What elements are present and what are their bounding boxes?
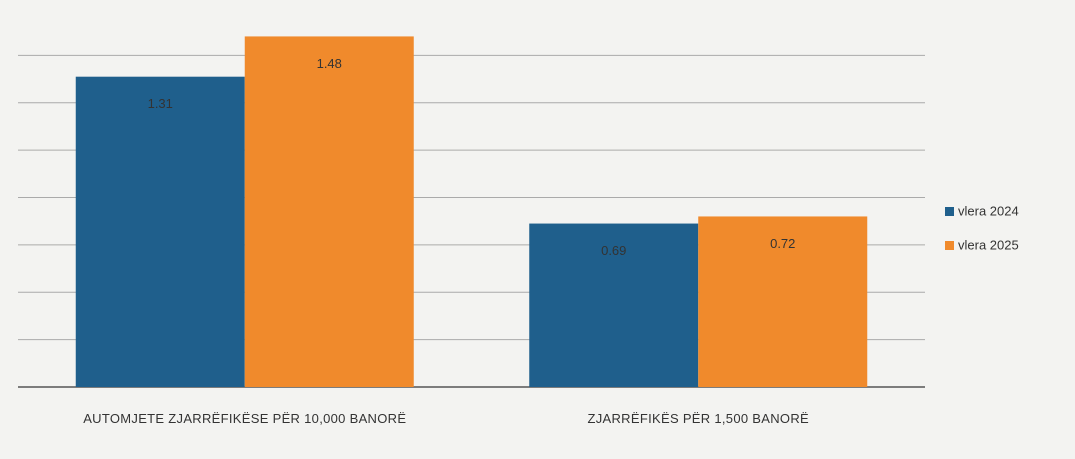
data-label: 0.72 — [770, 236, 795, 251]
legend-swatch — [945, 207, 954, 216]
x-tick-label: ZJARRËFIKËS PËR 1,500 BANORË — [587, 411, 810, 426]
bar — [698, 216, 868, 387]
bar — [529, 223, 699, 387]
legend-swatch — [945, 241, 954, 250]
data-label: 1.31 — [148, 96, 173, 111]
legend-label: vlera 2025 — [958, 237, 1019, 252]
data-label: 1.48 — [317, 56, 342, 71]
legend-label: vlera 2024 — [958, 203, 1019, 218]
bar — [244, 36, 414, 388]
bar — [75, 76, 245, 387]
data-label: 0.69 — [601, 243, 626, 258]
x-tick-label: AUTOMJETE ZJARRËFIKËSE PËR 10,000 BANORË — [83, 411, 407, 426]
